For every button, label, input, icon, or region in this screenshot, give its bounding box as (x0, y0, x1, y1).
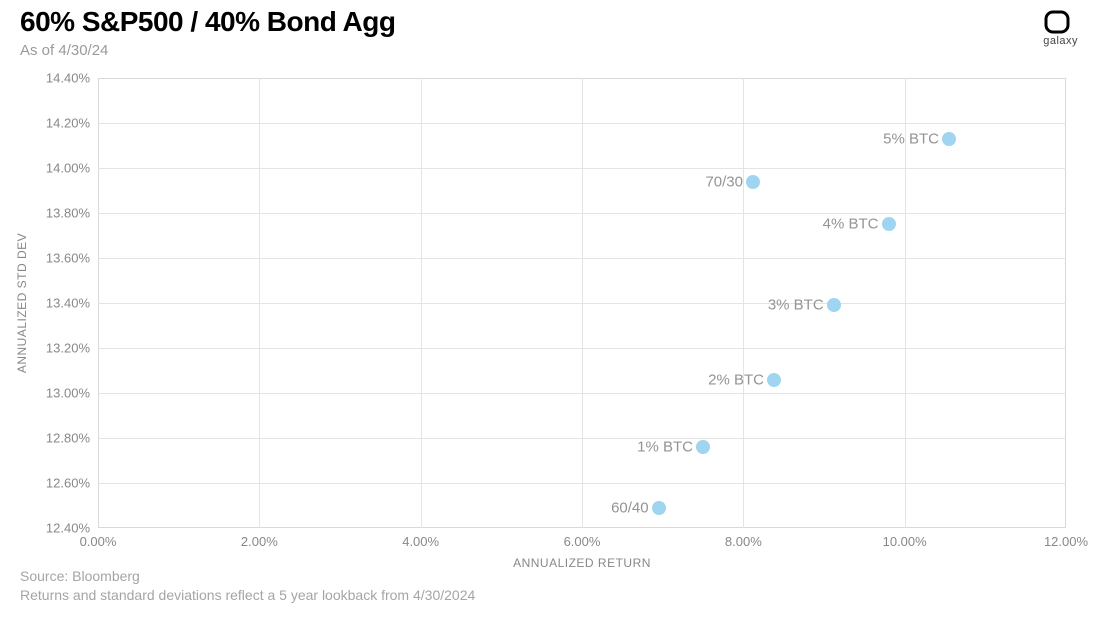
data-point-label: 4% BTC (823, 216, 889, 233)
y-tick: 13.20% (46, 341, 98, 356)
y-tick: 12.80% (46, 431, 98, 446)
gridline-h (98, 483, 1066, 484)
chart-subtitle: As of 4/30/24 (20, 42, 395, 59)
y-tick: 12.60% (46, 476, 98, 491)
y-tick: 13.60% (46, 251, 98, 266)
gridline-h (98, 168, 1066, 169)
brand-logo: galaxy (1043, 10, 1078, 47)
header: 60% S&P500 / 40% Bond Agg As of 4/30/24 (20, 6, 395, 59)
x-axis-title: ANNUALIZED RETURN (513, 556, 651, 570)
x-tick: 6.00% (564, 528, 601, 549)
data-point-label: 2% BTC (708, 371, 774, 388)
page: 60% S&P500 / 40% Bond Agg As of 4/30/24 … (0, 0, 1100, 617)
gridline-h (98, 303, 1066, 304)
y-tick: 14.20% (46, 116, 98, 131)
gridline-h (98, 258, 1066, 259)
y-tick: 13.00% (46, 386, 98, 401)
x-tick: 2.00% (241, 528, 278, 549)
brand-label: galaxy (1043, 35, 1078, 47)
y-tick: 13.40% (46, 296, 98, 311)
chart-title: 60% S&P500 / 40% Bond Agg (20, 6, 395, 38)
data-point-label: 70/30 (705, 173, 753, 190)
y-axis-title: ANNUALIZED STD DEV (15, 233, 29, 373)
gridline-h (98, 393, 1066, 394)
x-tick: 10.00% (883, 528, 927, 549)
data-point-label: 1% BTC (637, 439, 703, 456)
data-point-label: 60/40 (611, 499, 659, 516)
x-tick: 12.00% (1044, 528, 1088, 549)
y-tick: 14.00% (46, 161, 98, 176)
footer-note: Returns and standard deviations reflect … (20, 586, 475, 605)
gridline-h (98, 348, 1066, 349)
y-tick: 14.40% (46, 71, 98, 86)
x-tick: 4.00% (402, 528, 439, 549)
gridline-h (98, 123, 1066, 124)
gridline-h (98, 438, 1066, 439)
y-tick: 13.80% (46, 206, 98, 221)
footer: Source: Bloomberg Returns and standard d… (20, 567, 475, 605)
gridline-h (98, 213, 1066, 214)
y-tick: 12.40% (46, 521, 98, 536)
galaxy-icon (1043, 10, 1071, 34)
data-point-label: 5% BTC (883, 130, 949, 147)
scatter-plot: ANNUALIZED STD DEV ANNUALIZED RETURN 0.0… (98, 78, 1066, 528)
x-tick: 8.00% (725, 528, 762, 549)
footer-source: Source: Bloomberg (20, 567, 475, 586)
data-point-label: 3% BTC (768, 297, 834, 314)
